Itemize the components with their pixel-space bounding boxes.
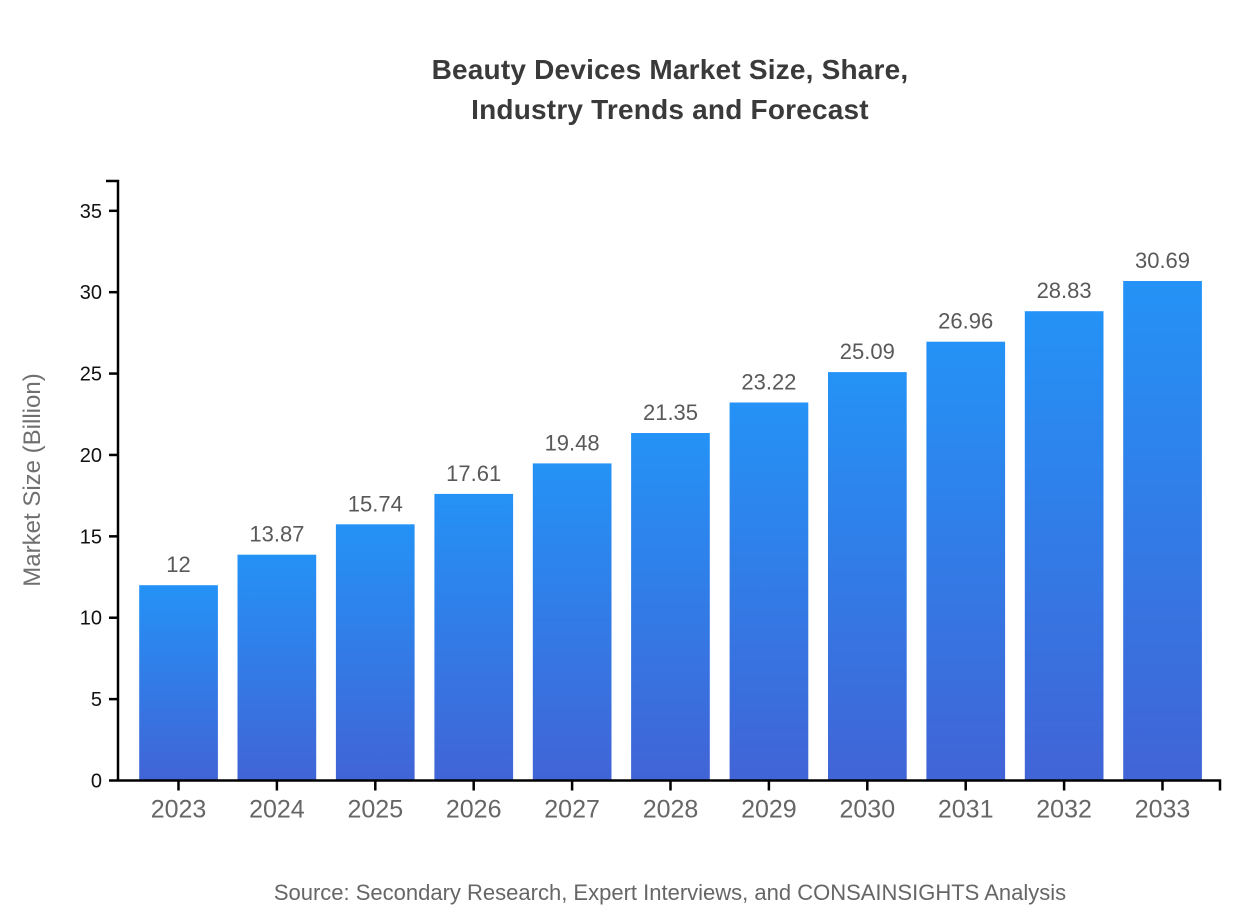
bar-2029 (729, 402, 809, 781)
x-tick-label-2033: 2033 (1135, 796, 1191, 824)
bar-2030 (828, 372, 907, 781)
y-tick-label: 15 (80, 526, 102, 548)
value-label-2031: 26.96 (938, 309, 993, 334)
y-tick-label: 30 (80, 282, 102, 304)
bar-2023 (139, 585, 218, 781)
x-tick-labels: 2023 2024 2025 2026 2027 2028 2029 2030 2031 2032… (151, 796, 1191, 824)
bar-2028 (631, 433, 710, 781)
value-label-2026: 17.61 (446, 461, 501, 486)
x-tick-label-2030: 2030 (839, 796, 895, 824)
value-label-2024: 13.87 (249, 522, 304, 547)
value-label-2027: 19.48 (545, 430, 600, 455)
y-tick-label: 20 (80, 445, 102, 467)
y-tick-label: 25 (80, 364, 102, 386)
value-label-2025: 15.74 (348, 491, 403, 516)
x-tick-label-2031: 2031 (938, 796, 994, 824)
value-label-2030: 25.09 (840, 339, 895, 364)
value-label-2033: 30.69 (1135, 248, 1190, 273)
x-axis-line (118, 779, 1222, 791)
source-note: Source: Secondary Research, Expert Inter… (273, 880, 1067, 905)
y-tick-label: 10 (80, 608, 102, 630)
bar-2031 (926, 341, 1006, 781)
bar-2025 (335, 524, 415, 781)
x-tick-label-2023: 2023 (151, 796, 207, 824)
value-label-2032: 28.83 (1037, 278, 1092, 303)
y-tick-label: 5 (91, 689, 102, 711)
bar-2032 (1024, 311, 1104, 781)
bar-2027 (532, 463, 612, 781)
y-tick-label: 35 (80, 201, 102, 223)
x-tick-label-2027: 2027 (544, 796, 600, 824)
x-tick-label-2029: 2029 (741, 796, 797, 824)
value-label-2028: 21.35 (643, 400, 698, 425)
value-label-2029: 23.22 (741, 370, 796, 395)
y-axis-line (106, 179, 120, 781)
value-label-2023: 12 (166, 552, 190, 577)
x-tick-label-2024: 2024 (249, 796, 305, 824)
bar-2033 (1123, 281, 1202, 781)
chart-title: Beauty Devices Market Size, Share, Indus… (80, 50, 1260, 130)
x-tick-label-2025: 2025 (347, 796, 403, 824)
bars (139, 281, 1202, 781)
chart-title-line-2: Industry Trends and Forecast (471, 94, 869, 125)
x-tick-label-2026: 2026 (446, 796, 502, 824)
x-tick-label-2028: 2028 (643, 796, 699, 824)
x-axis (118, 779, 1222, 791)
x-tick-label-2032: 2032 (1036, 796, 1092, 824)
y-tick-labels: 0 5 10 15 20 25 30 35 (80, 201, 102, 793)
bar-2026 (434, 493, 514, 781)
bar-2024 (237, 554, 317, 781)
chart-title-line-1: Beauty Devices Market Size, Share, (431, 54, 909, 85)
y-axis-title: Market Size (Billion) (19, 373, 46, 586)
y-axis (106, 179, 120, 782)
value-labels: 12 13.87 15.74 17.61 19.48 21.35 23.22 25.09 26.… (166, 248, 1190, 577)
y-tick-label: 0 (91, 771, 102, 793)
